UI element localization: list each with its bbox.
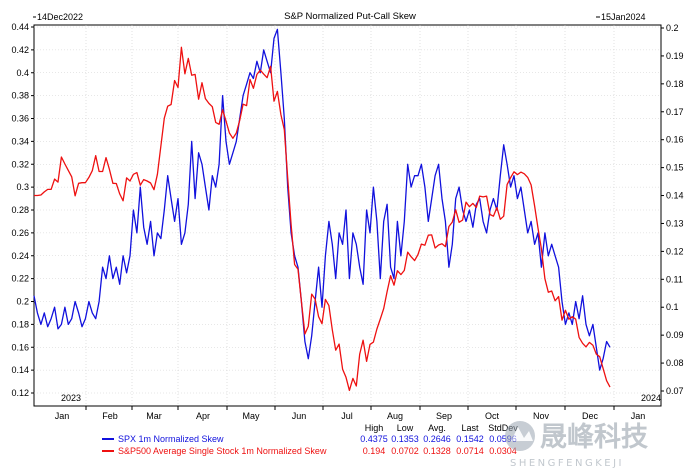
legend-header: Avg.	[428, 423, 446, 433]
y-right-tick-label: 0.12	[666, 246, 684, 256]
legend-stat-value: 0.4375	[360, 434, 388, 444]
chart-title: S&P Normalized Put-Call Skew	[284, 11, 416, 22]
y-left-tick-label: 0.44	[11, 22, 29, 32]
y-right-tick-label: 0.15	[666, 163, 684, 173]
legend-series-name: SPX 1m Normalized Skew	[118, 434, 224, 444]
y-left-tick-label: 0.42	[11, 45, 29, 55]
y-left-tick-label: 0.4	[16, 68, 29, 78]
x-tick-label: Feb	[102, 411, 118, 421]
year-label-2023: 2023	[61, 393, 81, 403]
date-start: 14Dec2022	[37, 12, 83, 22]
x-tick-label: Apr	[196, 411, 210, 421]
legend-stat-value: 0.0596	[489, 434, 517, 444]
y-left-tick-label: 0.34	[11, 136, 29, 146]
series-layer	[33, 28, 611, 392]
y-right-tick-label: 0.07	[666, 386, 684, 396]
y-left-tick-label: 0.12	[11, 388, 29, 398]
y-right-tick-label: 0.1	[666, 302, 679, 312]
legend-stat-value: 0.1328	[423, 446, 451, 456]
y-left-tick-label: 0.26	[11, 228, 29, 238]
x-tick-label: Nov	[533, 411, 550, 421]
grid-layer	[34, 25, 661, 406]
watermark: 晟峰科技 SHENGFENGKEJI	[505, 421, 648, 469]
x-tick-label: Jan	[631, 411, 646, 421]
plot-frame	[33, 24, 662, 407]
axis-layer: 0.12 0.14 0.16 0.18 0.2 0.22 0.24 0.26 0.28 0.3 0.…	[11, 22, 683, 421]
x-tick-label: Jun	[292, 411, 307, 421]
x-tick-label: Dec	[582, 411, 599, 421]
legend-header: High	[365, 423, 384, 433]
y-left-tick-label: 0.22	[11, 274, 29, 284]
watermark-text-en: SHENGFENGKEJI	[510, 458, 624, 469]
year-label-2024: 2024	[641, 393, 661, 403]
legend-stat-value: 0.194	[363, 446, 386, 456]
x-tick-label: Aug	[387, 411, 403, 421]
y-left-tick-label: 0.3	[16, 182, 29, 192]
legend: High Low Avg. Last StdDev SPX 1m Normalized S…	[102, 423, 518, 456]
y-left-tick-label: 0.38	[11, 91, 29, 101]
y-right-tick-label: 0.17	[666, 107, 684, 117]
legend-stat-value: 0.1353	[391, 434, 419, 444]
legend-header: Last	[461, 423, 479, 433]
watermark-text-cn: 晟峰科技	[540, 422, 648, 453]
y-right-tick-label: 0.18	[666, 79, 684, 89]
y-right-tick-label: 0.19	[666, 51, 684, 61]
x-tick-label: Sep	[436, 411, 452, 421]
date-end: 15Jan2024	[601, 12, 646, 22]
y-right-tick-label: 0.2	[666, 23, 679, 33]
watermark-logo-icon	[505, 421, 535, 451]
legend-stat-value: 0.1542	[456, 434, 484, 444]
y-left-tick-label: 0.16	[11, 342, 29, 352]
legend-stat-value: 0.0702	[391, 446, 419, 456]
y-right-tick-label: 0.16	[666, 135, 684, 145]
x-tick-label: May	[242, 411, 260, 421]
legend-stat-value: 0.0714	[456, 446, 484, 456]
x-tick-label: Jan	[55, 411, 70, 421]
y-left-tick-label: 0.18	[11, 319, 29, 329]
legend-header: StdDev	[488, 423, 518, 433]
y-left-tick-label: 0.36	[11, 114, 29, 124]
y-left-tick-label: 0.14	[11, 365, 29, 375]
y-right-tick-label: 0.11	[666, 274, 683, 284]
legend-stat-value: 0.2646	[423, 434, 451, 444]
y-right-tick-label: 0.14	[666, 191, 684, 201]
y-left-tick-label: 0.24	[11, 251, 29, 261]
legend-stat-value: 0.0304	[489, 446, 517, 456]
y-right-tick-label: 0.08	[666, 358, 684, 368]
plot-border	[33, 24, 662, 407]
y-right-tick-label: 0.13	[666, 218, 684, 228]
series-line-single-stock	[34, 46, 611, 392]
x-tick-label: Oct	[485, 411, 500, 421]
legend-series-name: S&P500 Average Single Stock 1m Normalize…	[118, 446, 327, 456]
x-tick-label: Mar	[146, 411, 162, 421]
y-left-tick-label: 0.32	[11, 159, 29, 169]
y-left-tick-label: 0.2	[16, 297, 29, 307]
legend-header: Low	[397, 423, 414, 433]
x-tick-label: Jul	[341, 411, 353, 421]
y-left-tick-label: 0.28	[11, 205, 29, 215]
y-right-tick-label: 0.09	[666, 330, 684, 340]
series-line-spx	[33, 28, 611, 371]
